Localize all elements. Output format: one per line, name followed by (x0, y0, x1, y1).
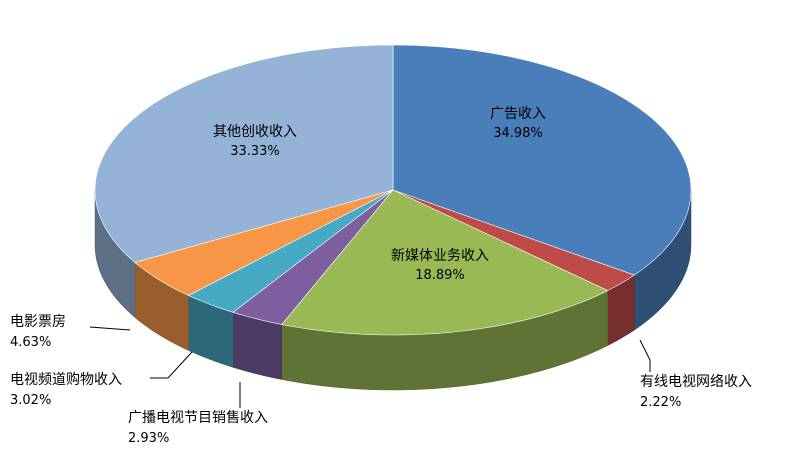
slice-label: 广播电视节目销售收入 2.93% (128, 408, 268, 449)
category-name: 电视频道购物收入 (10, 372, 122, 388)
slice (392, 44, 692, 276)
leader-lines (89, 326, 651, 408)
slice (232, 189, 394, 325)
slice-label: 新媒体业务收入 18.89% (375, 246, 505, 286)
slice-sides (94, 189, 692, 391)
slice-tops (94, 44, 692, 336)
slice-label: 广告收入 34.98% (468, 104, 568, 144)
leader-line (150, 351, 193, 379)
value-label: 18.89% (415, 268, 465, 283)
slice-label: 其他创收收入 33.33% (195, 122, 315, 162)
slice-label: 有线电视网络收入 2.22% (640, 372, 785, 413)
value-label: 33.33% (230, 144, 280, 159)
value-label: 4.63% (10, 335, 52, 350)
category-name: 广播电视节目销售收入 (128, 410, 268, 426)
category-name: 其他创收收入 (213, 124, 297, 140)
category-name: 有线电视网络收入 (640, 374, 752, 390)
slice-label: 电视频道购物收入 3.02% (10, 370, 160, 411)
value-label: 34.98% (493, 126, 543, 141)
slice-label: 电影票房 4.63% (10, 312, 90, 353)
category-name: 新媒体业务收入 (391, 248, 489, 264)
category-name: 广告收入 (490, 106, 546, 122)
value-label: 3.02% (10, 393, 52, 408)
slice (94, 44, 394, 263)
slice (187, 189, 394, 313)
category-name: 电影票房 (10, 314, 66, 330)
leader-line (89, 326, 131, 331)
value-label: 2.93% (128, 431, 170, 446)
value-label: 2.22% (640, 395, 682, 410)
slice (134, 189, 394, 296)
leader-line (639, 339, 651, 372)
